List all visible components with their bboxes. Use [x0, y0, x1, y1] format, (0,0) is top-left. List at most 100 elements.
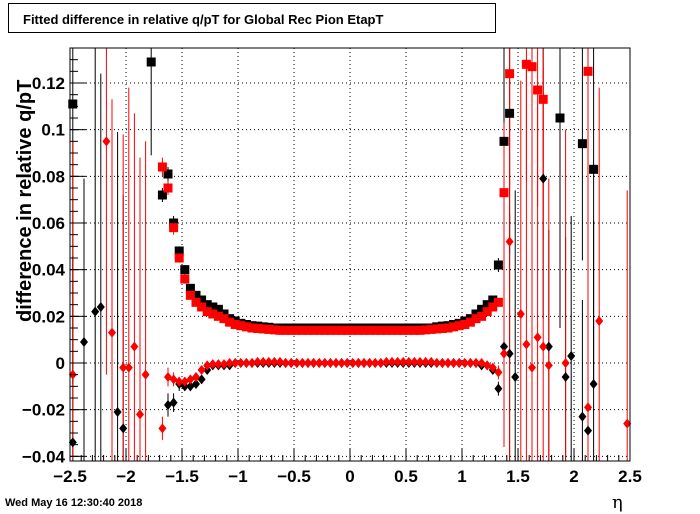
data-point-square [157, 190, 167, 200]
data-point-diamond [214, 359, 223, 370]
data-point-square [286, 325, 296, 335]
data-point-diamond [197, 365, 206, 375]
data-point-diamond [444, 358, 452, 368]
data-point-square [521, 59, 531, 69]
data-point-diamond [449, 358, 458, 368]
data-point-diamond [544, 360, 553, 371]
data-point-square [180, 265, 190, 275]
data-point-square [314, 325, 324, 335]
data-point-square [437, 323, 447, 333]
data-point-diamond [96, 302, 105, 312]
data-point-square [493, 297, 503, 307]
data-point-diamond [192, 379, 200, 389]
data-point-square [443, 323, 453, 333]
data-point-square [320, 325, 330, 335]
data-point-square [482, 300, 492, 310]
x-tick-label: 0.5 [394, 467, 418, 486]
data-point-diamond [259, 356, 268, 367]
data-point-diamond [270, 356, 279, 367]
data-point-diamond [337, 358, 346, 368]
data-point-diamond [309, 358, 318, 368]
data-point-square [213, 304, 223, 314]
data-point-diamond [561, 372, 570, 382]
data-point-diamond [136, 409, 144, 420]
y-axis-label: difference in relative q/pT [14, 79, 36, 322]
data-point-square [264, 324, 274, 334]
y-tick-label: 0.1 [41, 121, 65, 140]
grid [69, 48, 631, 461]
data-point-square [499, 136, 509, 146]
y-tick-label: −0.02 [22, 401, 65, 420]
data-point-diamond [421, 356, 430, 367]
data-point-diamond [533, 332, 542, 343]
data-point-square [292, 325, 302, 335]
data-point-diamond [623, 418, 632, 429]
x-tick-label: −2.5 [53, 467, 87, 486]
data-point-square [208, 309, 218, 319]
data-point-diamond [528, 362, 536, 373]
data-point-diamond [460, 358, 469, 368]
data-point-square [241, 322, 251, 332]
datestamp: Wed May 16 12:30:40 2018 [5, 497, 143, 509]
plot-frame [69, 47, 631, 462]
data-point-square [331, 325, 341, 335]
data-point-diamond [225, 358, 234, 368]
data-point-diamond [399, 356, 408, 367]
error-bars [72, 48, 628, 461]
data-point-square [219, 309, 229, 319]
data-point-square [169, 223, 179, 233]
data-point-square [426, 324, 436, 334]
data-point-square [488, 302, 498, 312]
data-point-square [163, 183, 173, 193]
data-point-diamond [141, 369, 150, 380]
data-point-diamond [298, 358, 307, 368]
data-point-square [230, 320, 240, 329]
data-point-square [505, 69, 515, 79]
x-tick-label: −2 [116, 467, 135, 486]
data-point-diamond [231, 358, 240, 368]
y-tick-label: 0.12 [32, 74, 65, 93]
data-point-diamond [382, 356, 391, 367]
data-point-diamond [500, 348, 508, 359]
data-point-diamond [472, 358, 480, 368]
data-point-square [281, 325, 291, 335]
chart-title: Fitted difference in relative q/pT for G… [23, 12, 384, 27]
data-point-square [471, 309, 481, 319]
data-markers [68, 57, 632, 448]
data-point-square [213, 311, 223, 321]
data-point-diamond [539, 173, 548, 184]
data-point-square [169, 218, 179, 228]
data-point-square [174, 246, 184, 256]
data-point-diamond [404, 356, 413, 367]
data-point-square [432, 324, 442, 334]
y-tick-label: 0.08 [32, 167, 65, 186]
data-point-square [538, 94, 548, 104]
data-point-diamond [567, 351, 576, 361]
data-point-diamond [505, 236, 514, 247]
data-point-diamond [544, 341, 553, 352]
data-point-diamond [91, 306, 100, 317]
data-point-square [365, 325, 375, 335]
data-point-diamond [208, 359, 217, 370]
data-point-diamond [264, 356, 273, 367]
title-box: Fitted difference in relative q/pT for G… [8, 3, 496, 33]
tick-labels: −2.5 −2 −1.5 −1 −0.5 0 0.5 1 1.5 2 2.5 −0.04 −0.02 0 0… [22, 74, 642, 486]
data-point-square [191, 297, 201, 307]
data-point-square [505, 108, 515, 118]
data-point-diamond [584, 402, 592, 413]
x-tick-label: 0 [345, 467, 354, 486]
data-point-diamond [113, 407, 122, 417]
data-point-square [185, 283, 195, 293]
data-point-diamond [242, 358, 251, 368]
data-point-diamond [248, 358, 256, 368]
data-point-diamond [220, 359, 228, 370]
data-point-diamond [578, 411, 587, 422]
data-point-square [398, 325, 408, 335]
data-point-diamond [393, 356, 402, 367]
data-point-square [583, 66, 593, 76]
data-point-diamond [119, 423, 128, 434]
data-point-square [191, 290, 201, 300]
y-tick-label: 0.06 [32, 214, 65, 233]
data-point-square [577, 139, 587, 149]
data-point-square [348, 325, 358, 335]
